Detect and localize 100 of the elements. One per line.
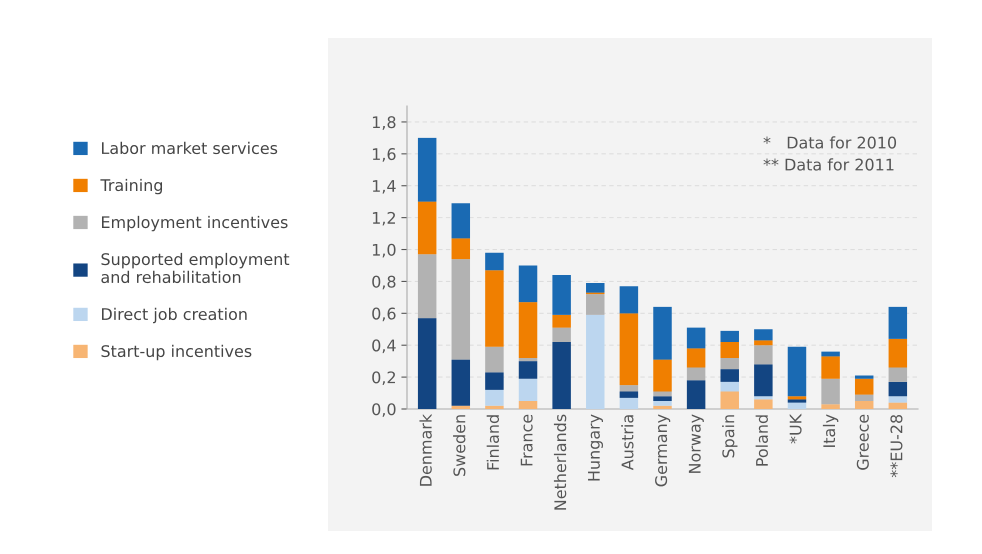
x-tick-label: Sweden bbox=[453, 415, 466, 476]
bar bbox=[854, 376, 874, 379]
x-tick-label: Denmark bbox=[419, 414, 432, 486]
bar bbox=[518, 358, 538, 362]
bar bbox=[754, 345, 773, 364]
y-tick-label: 1,8 bbox=[372, 116, 396, 130]
legend-label: Labor market services bbox=[102, 142, 278, 154]
legend-label: Direct job creation bbox=[102, 308, 247, 324]
bar bbox=[788, 396, 806, 400]
bar bbox=[686, 380, 706, 409]
bar bbox=[788, 402, 806, 409]
y-tick-label: 0,0 bbox=[372, 403, 396, 417]
bar bbox=[888, 402, 908, 409]
legend-label: Employment incentives bbox=[102, 216, 288, 232]
bar bbox=[586, 314, 605, 409]
bar bbox=[485, 390, 504, 406]
bar bbox=[518, 378, 538, 402]
bar bbox=[720, 358, 739, 370]
bar bbox=[720, 330, 739, 342]
bar bbox=[586, 283, 605, 293]
y-tick-label: 1,6 bbox=[372, 148, 396, 162]
bar bbox=[686, 368, 706, 380]
bar bbox=[418, 254, 436, 318]
bar bbox=[854, 378, 874, 395]
bar bbox=[552, 314, 571, 328]
annotation: ** Data for 2011 bbox=[763, 158, 894, 171]
bar bbox=[485, 406, 504, 409]
bar bbox=[754, 364, 773, 396]
bar bbox=[620, 385, 638, 392]
bar bbox=[485, 270, 504, 347]
legend-label: Start-up incentives bbox=[102, 344, 252, 360]
bar bbox=[452, 238, 470, 260]
bar bbox=[620, 313, 638, 386]
bar bbox=[888, 382, 908, 396]
bar bbox=[686, 328, 706, 348]
bar bbox=[518, 265, 538, 302]
bar bbox=[620, 398, 638, 409]
bar bbox=[452, 360, 470, 406]
x-tick-label: France bbox=[520, 414, 533, 466]
x-tick-label: Germany bbox=[655, 414, 670, 486]
bar bbox=[586, 294, 605, 315]
x-tick-label: Poland bbox=[756, 415, 768, 466]
bar bbox=[452, 406, 470, 409]
x-tick-label: Austria bbox=[621, 415, 634, 470]
bar bbox=[552, 275, 571, 315]
y-tick-label: 0,2 bbox=[372, 371, 395, 386]
y-tick-label: 0,8 bbox=[372, 276, 396, 290]
bar bbox=[888, 338, 908, 368]
bar bbox=[754, 329, 773, 340]
bar bbox=[754, 340, 773, 346]
bar bbox=[888, 396, 908, 403]
x-tick-label: Norway bbox=[688, 414, 704, 473]
bar bbox=[821, 404, 840, 409]
bar bbox=[418, 318, 436, 409]
annotation: * Data for 2010 bbox=[763, 136, 896, 149]
x-tick-label: Netherlands bbox=[554, 414, 566, 510]
x-tick-label: Greece bbox=[856, 414, 869, 470]
bar bbox=[754, 399, 773, 409]
bar bbox=[452, 259, 470, 360]
bar bbox=[485, 252, 504, 270]
bar bbox=[653, 391, 672, 396]
x-tick-label: Italy bbox=[822, 414, 838, 447]
bar bbox=[620, 391, 638, 398]
bar bbox=[653, 401, 672, 406]
bar bbox=[620, 286, 638, 314]
y-tick-label: 1,0 bbox=[372, 244, 396, 258]
x-tick-label: Finland bbox=[486, 415, 500, 470]
bar bbox=[686, 348, 706, 368]
legend-label: Supported employment and rehabilitation bbox=[101, 252, 290, 284]
bar bbox=[653, 306, 672, 360]
bar bbox=[821, 356, 840, 379]
bar bbox=[854, 401, 874, 409]
bar bbox=[821, 378, 840, 404]
bar bbox=[788, 399, 806, 403]
y-tick-label: 0,4 bbox=[372, 339, 396, 354]
bar bbox=[888, 306, 908, 339]
y-tick-label: 0,6 bbox=[372, 308, 396, 322]
y-tick-label: 1,4 bbox=[372, 180, 396, 194]
bar bbox=[552, 328, 571, 342]
bar bbox=[452, 203, 470, 238]
bar bbox=[485, 346, 504, 372]
bar bbox=[653, 360, 672, 392]
x-tick-label: **EU-28 bbox=[890, 414, 902, 478]
bar bbox=[720, 369, 739, 382]
bar bbox=[552, 342, 571, 409]
bar bbox=[821, 352, 840, 356]
bar bbox=[653, 406, 672, 409]
bar bbox=[854, 394, 874, 402]
bar bbox=[754, 396, 773, 400]
bar bbox=[720, 342, 739, 358]
bar bbox=[485, 372, 504, 390]
bar bbox=[653, 396, 672, 402]
bar bbox=[518, 361, 538, 379]
bar bbox=[788, 346, 806, 396]
x-tick-label: Hungary bbox=[588, 414, 603, 480]
y-tick-label: 1,2 bbox=[372, 212, 395, 226]
bar bbox=[518, 401, 538, 409]
bar bbox=[888, 368, 908, 382]
bar bbox=[418, 202, 436, 254]
bar bbox=[720, 391, 739, 409]
